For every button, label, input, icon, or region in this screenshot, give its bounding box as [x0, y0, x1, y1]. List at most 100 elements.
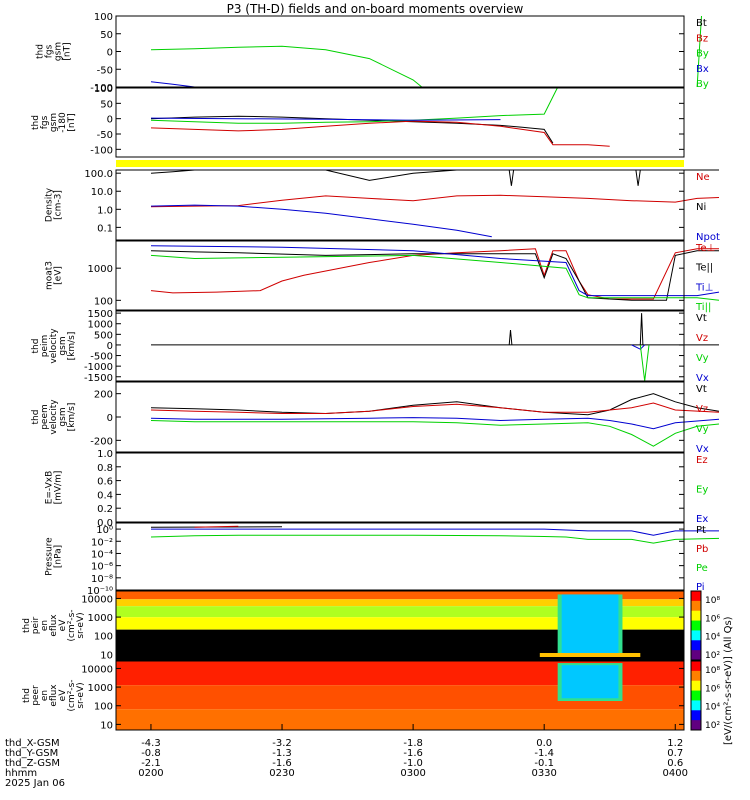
panel-frame [115, 381, 685, 453]
y-tick-label: 50 [100, 30, 113, 41]
y-tick-label: -200 [90, 436, 113, 447]
y-tick-label: 10 [100, 720, 113, 731]
y-axis-label: -180 [58, 112, 68, 133]
x-tick-label: -3.2 [272, 738, 292, 749]
y-axis-label: [nPa] [54, 545, 64, 568]
legend-entry: By [696, 49, 709, 60]
y-tick-label: 0.0 [97, 518, 113, 529]
spectrogram-band [539, 653, 641, 657]
page-title: P3 (TH-D) fields and on-board moments ov… [226, 2, 524, 16]
y-tick-label: -100 [90, 145, 113, 156]
x-tick-label: 0400 [663, 768, 688, 779]
legend-entry: Pb [696, 544, 708, 555]
series-line [631, 344, 646, 350]
legend-entry: Bx [696, 64, 709, 75]
series-line [696, 15, 702, 88]
y-axis-label: velocity [49, 399, 59, 435]
series-line [150, 248, 719, 300]
x-tick-label: 0200 [138, 768, 163, 779]
legend-entry: Pi [696, 582, 705, 593]
y-tick-label: 1.0 [97, 449, 113, 460]
y-tick-label: 0 [107, 413, 113, 424]
colorbar-segment [691, 710, 701, 721]
y-axis-label: thd [31, 115, 41, 130]
x-tick-label: -2.1 [141, 758, 161, 769]
y-tick-label: 0 [107, 115, 113, 126]
y-axis-label: sr-eV) [76, 612, 86, 638]
y-tick-label: 1000 [88, 264, 113, 275]
legend-entry: Npot [696, 232, 720, 243]
y-axis-label: (cm²-s- [67, 679, 77, 711]
y-tick-label: 1000 [88, 320, 113, 331]
x-tick-label: 1.2 [667, 738, 683, 749]
colorbar-segment [691, 670, 701, 682]
series-line [150, 117, 501, 121]
spectrogram-band [561, 594, 619, 656]
colorbar-tick-label: 10⁶ [705, 684, 720, 694]
x-tick-label: 0.0 [536, 738, 552, 749]
y-axis-label: fgs [40, 115, 50, 129]
y-axis-label: [cm-3] [54, 190, 64, 220]
y-tick-label: 10⁻⁶ [91, 562, 113, 573]
series-line [508, 330, 513, 345]
colorbar-segment [691, 720, 701, 731]
y-axis-label: E=-VxB [45, 471, 55, 505]
legend-entry: Vz [696, 404, 708, 415]
y-tick-label: 100 [94, 632, 113, 643]
y-tick-label: 0.8 [97, 463, 113, 474]
y-tick-label: 0.6 [97, 477, 113, 488]
y-axis-label: gsm [58, 407, 68, 426]
y-tick-label: 10⁻² [91, 537, 113, 548]
y-tick-label: 1.0 [97, 205, 113, 216]
y-tick-label: 0.4 [97, 490, 113, 501]
y-tick-label: 10000 [81, 664, 113, 675]
y-axis-label: gsm [58, 336, 68, 355]
panel-frame [115, 169, 685, 241]
spectrogram-band [116, 709, 684, 730]
series-line [150, 194, 720, 208]
legend-entry: Pt [696, 525, 706, 536]
series-line [150, 534, 720, 544]
y-axis-label: (cm²-s- [67, 609, 77, 641]
y-tick-label: 100 [94, 296, 113, 307]
legend-entry: Vt [696, 384, 707, 395]
series-line [194, 525, 239, 528]
colorbar-frame [690, 590, 702, 661]
legend-entry: Ey [696, 485, 708, 496]
legend-entry: Vx [696, 373, 709, 384]
series-line [639, 313, 644, 345]
y-tick-label: 0 [107, 48, 113, 59]
y-axis-label: thd [22, 688, 32, 703]
series-line [150, 245, 720, 297]
y-tick-label: -500 [90, 352, 113, 363]
y-tick-label: -100 [90, 83, 113, 94]
spectrogram-band [116, 599, 684, 607]
y-axis-label: thd [31, 339, 41, 354]
x-axis-row-label: hhmm [5, 768, 37, 779]
panel-frame [115, 15, 685, 88]
colorbar-segment [691, 620, 701, 631]
y-axis-label: peim [40, 335, 50, 358]
colorbar-tick-label: 10⁸ [705, 666, 720, 676]
y-tick-label: 10⁻⁴ [91, 549, 113, 560]
series-line [150, 169, 719, 186]
series-line [639, 344, 650, 382]
legend-entry: Vx [696, 444, 709, 455]
y-axis-label: eV [58, 619, 68, 632]
y-tick-label: 0 [107, 341, 113, 352]
y-axis-label: peer [31, 685, 41, 706]
legend-entry: Vz [696, 333, 708, 344]
series-line [150, 87, 558, 124]
colorbar-tick-label: 10² [705, 651, 720, 661]
y-axis-label: thd [31, 410, 41, 425]
series-line [150, 420, 720, 447]
legend-entry: Pe [696, 563, 708, 574]
x-tick-label: -1.8 [403, 738, 423, 749]
x-axis-row-label: thd_Z-GSM [5, 758, 60, 769]
y-axis-label: gsm [54, 42, 64, 61]
legend-entry: Ni [696, 202, 706, 213]
x-axis-row-label: 2025 Jan 06 [5, 778, 65, 789]
y-tick-label: 100.0 [84, 169, 113, 180]
y-tick-label: 10⁻⁸ [91, 574, 113, 585]
